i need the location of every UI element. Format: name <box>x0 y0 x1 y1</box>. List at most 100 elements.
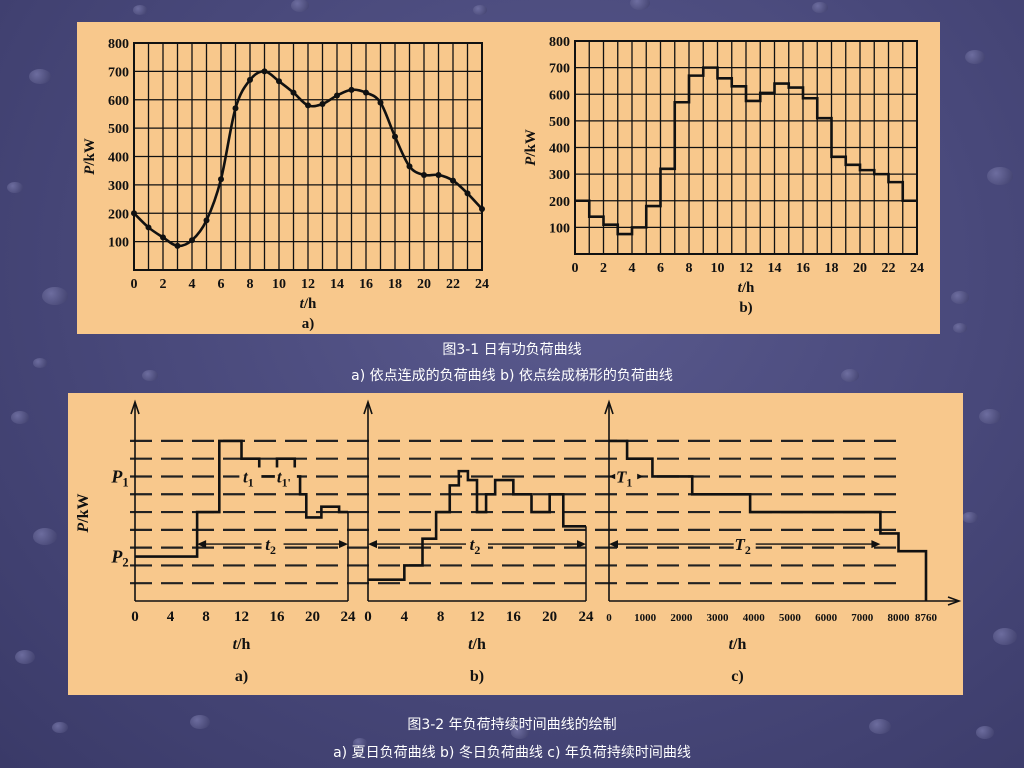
fig1a-data-point <box>203 217 210 224</box>
fig1a-data-point <box>435 171 442 178</box>
fig1b-ytick-label: 200 <box>549 195 570 210</box>
fig1a-data-point <box>189 237 195 244</box>
fig1b-ytick-label: 800 <box>549 35 570 50</box>
fig1b-ylabel: P/kW <box>523 129 539 166</box>
fig2b-xtick-label: 8 <box>437 609 445 625</box>
fig1a-xtick-label: 4 <box>189 277 196 292</box>
fig2a-xtick-label: 8 <box>202 609 210 625</box>
fig1a-data-point <box>232 105 239 112</box>
background-dot <box>52 722 68 734</box>
fig1a-xtick-label: 14 <box>330 277 344 292</box>
background-dot <box>511 726 529 739</box>
figure-3-1-caption-title: 图3-1 日有功负荷曲线 <box>442 342 582 358</box>
fig2a-level-label-p1: P1 <box>110 466 128 489</box>
background-dot <box>630 0 650 10</box>
fig1a-xtick-label: 10 <box>272 277 286 292</box>
fig1a-data-point <box>218 176 224 183</box>
fig2c-xtick-label: 0 <box>606 612 612 624</box>
fig2a-annotation-bg <box>274 467 297 486</box>
fig1a-panel-label: a) <box>302 316 315 332</box>
chart-fig2: 0 4 8 12 16 20 24 t/h a) t1 t1' t2 0 4 8 12 16 20 24 t/h b) t… <box>75 399 962 685</box>
fig2c-arrowhead-left <box>609 540 618 549</box>
fig2b-annotation-label: t2 <box>470 535 481 557</box>
fig1a-xtick-label: 2 <box>160 277 167 292</box>
fig1b-xtick-label: 10 <box>711 261 725 276</box>
fig1a-data-point <box>261 68 268 75</box>
fig2c-xtick-label: 5000 <box>779 612 802 624</box>
background-dot <box>190 715 210 729</box>
fig1a-data-point <box>392 133 398 140</box>
fig1a-data-point <box>276 78 282 85</box>
fig1b-series-line <box>575 66 917 236</box>
fig1a-data-point <box>363 89 369 96</box>
fig2b-xtick-label: 4 <box>401 609 409 625</box>
background-dot <box>594 374 606 383</box>
fig2b-xtick-label: 24 <box>579 609 595 625</box>
fig1b-xtick-label: 16 <box>796 261 810 276</box>
fig1b-xtick-label: 12 <box>739 261 753 276</box>
fig1b-xtick-label: 6 <box>657 261 664 276</box>
fig1a-data-point <box>450 177 456 184</box>
fig1a-ytick-label: 700 <box>108 65 129 80</box>
fig1b-ytick-label: 300 <box>549 168 570 183</box>
fig2c-y-axis-arrow <box>604 399 614 415</box>
fig2a-arrowhead-right <box>339 540 348 549</box>
fig2a-xtick-label: 12 <box>234 609 249 625</box>
fig1a-data-point <box>464 190 471 197</box>
fig2c-xtick-label: 6000 <box>815 612 838 624</box>
fig1a-ytick-label: 100 <box>108 236 129 251</box>
background-dot <box>473 5 487 15</box>
fig2c-xtick-label: 7000 <box>851 612 874 624</box>
fig1a-data-point <box>131 210 137 217</box>
fig1b-ytick-label: 700 <box>549 62 570 77</box>
fig1b-xtick-label: 14 <box>768 261 782 276</box>
background-dot <box>15 650 35 664</box>
fig2a-panel-label: a) <box>235 668 248 685</box>
figure-3-1-caption-sub: a) 依点连成的负荷曲线 b) 依点绘成梯形的负荷曲线 <box>351 368 673 384</box>
fig1b-xtick-label: 20 <box>853 261 867 276</box>
fig2c-xtick-label: 8760 <box>915 612 938 624</box>
fig2c-x-axis-arrow <box>947 596 962 606</box>
fig1a-xtick-label: 0 <box>131 277 138 292</box>
fig2a-xtick-label: 20 <box>305 609 320 625</box>
fig1a-data-point <box>305 102 311 109</box>
fig1a-data-point <box>174 242 181 249</box>
fig2c-annotation-bg <box>615 467 638 486</box>
fig1a-ytick-label: 300 <box>108 179 129 194</box>
background-dot <box>11 411 29 424</box>
fig1a-ytick-label: 800 <box>108 37 129 52</box>
fig2b-y-axis-arrow <box>363 399 373 415</box>
background-dot <box>353 738 367 748</box>
figure-3-2-svg: 0 4 8 12 16 20 24 t/h a) t1 t1' t2 0 4 8 12 16 20 24 t/h b) t… <box>75 399 962 685</box>
background-dot <box>812 2 828 14</box>
fig1a-xlabel: t/h <box>300 296 317 312</box>
fig2b-panel-label: b) <box>470 668 484 685</box>
background-dot <box>953 323 967 333</box>
fig2c-xtick-label: 1000 <box>634 612 657 624</box>
fig1b-ytick-label: 400 <box>549 142 570 157</box>
fig2a-xlabel: t/h <box>233 636 251 653</box>
background-dot <box>962 512 978 524</box>
fig1a-data-point <box>319 101 326 108</box>
fig1a-ylabel: P/kW <box>82 138 98 175</box>
figure-3-2-panel: 0 4 8 12 16 20 24 t/h a) t1 t1' t2 0 4 8 12 16 20 24 t/h b) t… <box>68 393 963 695</box>
background-dot <box>869 719 891 735</box>
background-dot <box>29 69 51 85</box>
fig1a-data-point <box>421 171 427 178</box>
fig2a-annotation-bg <box>239 467 262 486</box>
background-dot <box>42 287 68 306</box>
background-dot <box>841 369 859 382</box>
background-dot <box>142 370 158 382</box>
fig1a-data-point <box>145 224 152 231</box>
fig2c-xtick-label: 3000 <box>707 612 730 624</box>
fig1b-ytick-label: 100 <box>549 221 570 236</box>
fig2a-series-line <box>135 439 348 558</box>
fig2b-xtick-label: 16 <box>506 609 522 625</box>
fig1b-xtick-label: 22 <box>882 261 896 276</box>
fig1a-data-point <box>479 205 485 212</box>
fig2a-annotation-bg <box>261 535 284 554</box>
fig1a-ytick-label: 400 <box>108 151 129 166</box>
fig2a-arrowhead-left <box>197 540 207 549</box>
